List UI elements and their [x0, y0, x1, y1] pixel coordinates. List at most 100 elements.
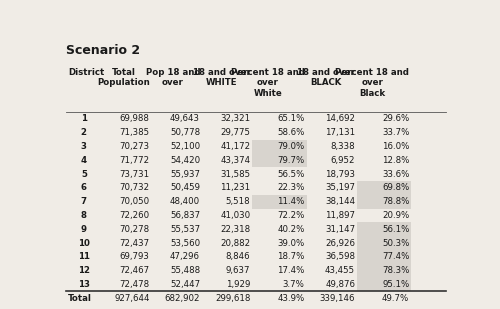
Text: 40.2%: 40.2% [278, 225, 304, 234]
Bar [252, 195, 306, 209]
Text: 11,897: 11,897 [325, 211, 355, 220]
Text: 927,644: 927,644 [114, 294, 150, 303]
Text: 20.9%: 20.9% [382, 211, 409, 220]
Text: 36,598: 36,598 [325, 252, 355, 261]
Text: 1,929: 1,929 [226, 280, 250, 289]
Text: 16.0%: 16.0% [382, 142, 409, 151]
Text: 9: 9 [81, 225, 87, 234]
Text: 18.7%: 18.7% [278, 252, 304, 261]
Text: 72,437: 72,437 [120, 239, 150, 248]
Text: 38,144: 38,144 [325, 197, 355, 206]
Text: 29,775: 29,775 [220, 128, 250, 137]
Text: 43,374: 43,374 [220, 156, 250, 165]
Text: 71,385: 71,385 [120, 128, 150, 137]
Text: 73,731: 73,731 [120, 170, 150, 179]
Text: 69,988: 69,988 [120, 114, 150, 123]
Text: 11,231: 11,231 [220, 184, 250, 193]
Text: 79.0%: 79.0% [278, 142, 304, 151]
Text: 18 and over
BLACK: 18 and over BLACK [297, 68, 355, 87]
Text: 78.8%: 78.8% [382, 197, 409, 206]
Text: 47,296: 47,296 [170, 252, 200, 261]
Text: 77.4%: 77.4% [382, 252, 409, 261]
Text: Total: Total [68, 294, 92, 303]
Text: 33.7%: 33.7% [382, 128, 409, 137]
Text: Percent 18 and
over
Black: Percent 18 and over Black [336, 68, 409, 98]
Text: 48,400: 48,400 [170, 197, 200, 206]
Text: 49,876: 49,876 [325, 280, 355, 289]
Text: Pop 18 and
over: Pop 18 and over [146, 68, 200, 87]
Text: 18,793: 18,793 [325, 170, 355, 179]
Text: Percent 18 and
over
White: Percent 18 and over White [231, 68, 304, 98]
Text: 49,643: 49,643 [170, 114, 200, 123]
Text: 41,172: 41,172 [220, 142, 250, 151]
Text: 17,131: 17,131 [325, 128, 355, 137]
Bar [357, 195, 411, 209]
Text: 50,459: 50,459 [170, 184, 200, 193]
Text: 52,447: 52,447 [170, 280, 200, 289]
Text: 79.7%: 79.7% [278, 156, 304, 165]
Text: 65.1%: 65.1% [278, 114, 304, 123]
Text: 72,478: 72,478 [120, 280, 150, 289]
Text: 22,318: 22,318 [220, 225, 250, 234]
Text: 54,420: 54,420 [170, 156, 200, 165]
Text: 26,926: 26,926 [325, 239, 355, 248]
Text: 56,837: 56,837 [170, 211, 200, 220]
Text: 8: 8 [81, 211, 87, 220]
Bar [357, 222, 411, 236]
Text: 72.2%: 72.2% [278, 211, 304, 220]
Text: 72,467: 72,467 [120, 266, 150, 275]
Text: 70,278: 70,278 [120, 225, 150, 234]
Text: 6,952: 6,952 [330, 156, 355, 165]
Text: 55,937: 55,937 [170, 170, 200, 179]
Text: 41,030: 41,030 [220, 211, 250, 220]
Text: 299,618: 299,618 [215, 294, 250, 303]
Text: 2: 2 [81, 128, 87, 137]
Text: 49.7%: 49.7% [382, 294, 409, 303]
Text: 6: 6 [81, 184, 87, 193]
Text: 71,772: 71,772 [120, 156, 150, 165]
Bar [357, 181, 411, 195]
Bar [357, 236, 411, 250]
Text: 50.3%: 50.3% [382, 239, 409, 248]
Text: 72,260: 72,260 [120, 211, 150, 220]
Text: 17.4%: 17.4% [278, 266, 304, 275]
Text: 13: 13 [78, 280, 90, 289]
Text: 20,882: 20,882 [220, 239, 250, 248]
Text: Total
Population: Total Population [97, 68, 150, 87]
Text: 8,846: 8,846 [226, 252, 250, 261]
Text: 5: 5 [81, 170, 87, 179]
Text: 29.6%: 29.6% [382, 114, 409, 123]
Text: 70,273: 70,273 [120, 142, 150, 151]
Text: 11: 11 [78, 252, 90, 261]
Text: 7: 7 [81, 197, 87, 206]
Text: 1: 1 [81, 114, 87, 123]
Text: 43,455: 43,455 [325, 266, 355, 275]
Text: 95.1%: 95.1% [382, 280, 409, 289]
Text: 56.1%: 56.1% [382, 225, 409, 234]
Text: 50,778: 50,778 [170, 128, 200, 137]
Text: 55,488: 55,488 [170, 266, 200, 275]
Text: 14,692: 14,692 [325, 114, 355, 123]
Text: 56.5%: 56.5% [278, 170, 304, 179]
Text: 53,560: 53,560 [170, 239, 200, 248]
Text: 18 and over
WHITE: 18 and over WHITE [192, 68, 250, 87]
Text: 3.7%: 3.7% [283, 280, 304, 289]
Text: 70,732: 70,732 [120, 184, 150, 193]
Text: 78.3%: 78.3% [382, 266, 409, 275]
Text: 43.9%: 43.9% [278, 294, 304, 303]
Text: 5,518: 5,518 [226, 197, 250, 206]
Text: 70,050: 70,050 [120, 197, 150, 206]
Text: 69,793: 69,793 [120, 252, 150, 261]
Text: 11.4%: 11.4% [278, 197, 304, 206]
Text: 22.3%: 22.3% [278, 184, 304, 193]
Text: 12: 12 [78, 266, 90, 275]
Text: 339,146: 339,146 [320, 294, 355, 303]
Bar [252, 140, 306, 154]
Bar [357, 264, 411, 277]
Text: 52,100: 52,100 [170, 142, 200, 151]
Text: 55,537: 55,537 [170, 225, 200, 234]
Text: District: District [68, 68, 104, 77]
Text: 3: 3 [81, 142, 87, 151]
Text: 35,197: 35,197 [325, 184, 355, 193]
Text: 10: 10 [78, 239, 90, 248]
